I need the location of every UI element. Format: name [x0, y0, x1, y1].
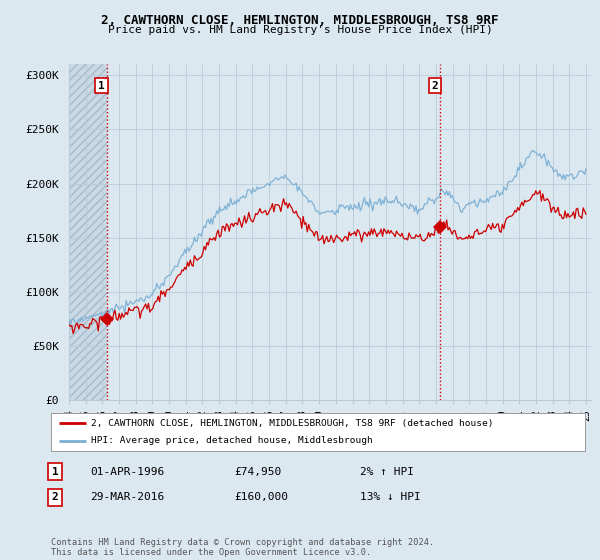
- Text: 13% ↓ HPI: 13% ↓ HPI: [360, 492, 421, 502]
- Text: 2: 2: [52, 492, 59, 502]
- Text: 2: 2: [431, 81, 438, 91]
- Text: Contains HM Land Registry data © Crown copyright and database right 2024.
This d: Contains HM Land Registry data © Crown c…: [51, 538, 434, 557]
- Text: 01-APR-1996: 01-APR-1996: [90, 466, 164, 477]
- Text: Price paid vs. HM Land Registry's House Price Index (HPI): Price paid vs. HM Land Registry's House …: [107, 25, 493, 35]
- Text: 2% ↑ HPI: 2% ↑ HPI: [360, 466, 414, 477]
- Text: 2, CAWTHORN CLOSE, HEMLINGTON, MIDDLESBROUGH, TS8 9RF (detached house): 2, CAWTHORN CLOSE, HEMLINGTON, MIDDLESBR…: [91, 418, 494, 427]
- Bar: [69, 64, 107, 400]
- Text: £74,950: £74,950: [234, 466, 281, 477]
- Text: 1: 1: [98, 81, 105, 91]
- Text: £160,000: £160,000: [234, 492, 288, 502]
- Text: 1: 1: [52, 466, 59, 477]
- Text: 2, CAWTHORN CLOSE, HEMLINGTON, MIDDLESBROUGH, TS8 9RF: 2, CAWTHORN CLOSE, HEMLINGTON, MIDDLESBR…: [101, 14, 499, 27]
- Text: 29-MAR-2016: 29-MAR-2016: [90, 492, 164, 502]
- Text: HPI: Average price, detached house, Middlesbrough: HPI: Average price, detached house, Midd…: [91, 436, 373, 445]
